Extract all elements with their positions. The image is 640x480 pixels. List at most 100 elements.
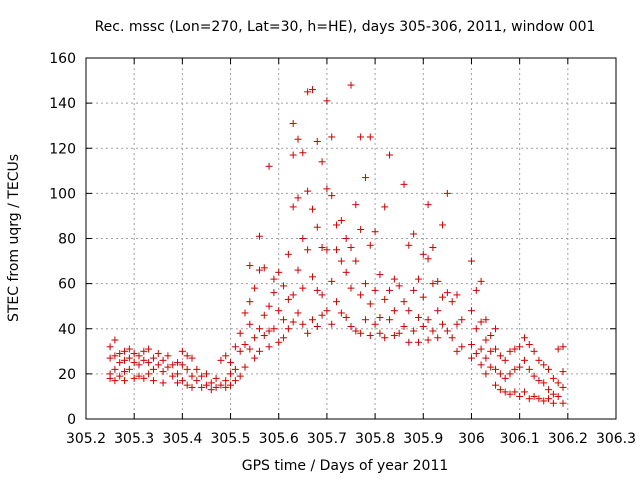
data-point bbox=[472, 325, 480, 333]
data-point bbox=[178, 347, 186, 355]
data-point bbox=[265, 343, 273, 351]
data-point bbox=[246, 298, 254, 306]
data-point bbox=[400, 298, 408, 306]
data-point bbox=[313, 286, 321, 294]
data-point bbox=[260, 311, 268, 319]
data-point bbox=[304, 88, 312, 96]
data-point bbox=[429, 280, 437, 288]
data-point bbox=[419, 250, 427, 258]
data-point bbox=[207, 379, 215, 387]
data-point bbox=[323, 97, 331, 105]
data-point bbox=[424, 316, 432, 324]
data-point bbox=[516, 363, 524, 371]
data-point bbox=[130, 359, 138, 367]
data-point bbox=[323, 307, 331, 315]
data-point bbox=[251, 284, 259, 292]
data-point bbox=[342, 268, 350, 276]
data-point bbox=[371, 286, 379, 294]
data-point bbox=[506, 390, 514, 398]
data-point bbox=[202, 381, 210, 389]
data-point bbox=[352, 257, 360, 265]
data-point bbox=[492, 325, 500, 333]
data-point bbox=[255, 232, 263, 240]
data-point bbox=[540, 361, 548, 369]
y-tick-label: 140 bbox=[49, 96, 76, 112]
data-point bbox=[289, 318, 297, 326]
data-point bbox=[410, 230, 418, 238]
data-point bbox=[280, 316, 288, 324]
data-point bbox=[294, 309, 302, 317]
data-point bbox=[361, 174, 369, 182]
data-point bbox=[217, 381, 225, 389]
data-point bbox=[308, 273, 316, 281]
data-point bbox=[275, 307, 283, 315]
data-point bbox=[106, 354, 114, 362]
data-point bbox=[308, 205, 316, 213]
data-point bbox=[554, 345, 562, 353]
data-point bbox=[275, 268, 283, 276]
data-point bbox=[458, 316, 466, 324]
data-point bbox=[424, 336, 432, 344]
data-point bbox=[255, 347, 263, 355]
data-point bbox=[472, 350, 480, 358]
data-point bbox=[236, 372, 244, 380]
data-point bbox=[183, 365, 191, 373]
data-point bbox=[304, 187, 312, 195]
data-point bbox=[366, 332, 374, 340]
data-point bbox=[545, 395, 553, 403]
axis-ticks: 305.2 305.3 305.4 305.5 305.6 305.7 305.8 305.9… bbox=[49, 51, 636, 447]
data-point bbox=[506, 347, 514, 355]
data-point bbox=[121, 347, 129, 355]
data-point bbox=[227, 381, 235, 389]
data-point bbox=[376, 329, 384, 337]
data-point bbox=[439, 320, 447, 328]
data-point bbox=[116, 350, 124, 358]
data-point bbox=[313, 322, 321, 330]
y-axis-label: STEC from uqrg / TECUs bbox=[6, 154, 22, 322]
data-point bbox=[289, 151, 297, 159]
data-point bbox=[284, 325, 292, 333]
data-point bbox=[501, 374, 509, 382]
data-point bbox=[520, 388, 528, 396]
data-point bbox=[111, 336, 119, 344]
data-point bbox=[130, 374, 138, 382]
data-point bbox=[318, 244, 326, 252]
data-point bbox=[390, 307, 398, 315]
data-point bbox=[376, 313, 384, 321]
data-point bbox=[289, 119, 297, 127]
data-point bbox=[227, 370, 235, 378]
data-point bbox=[183, 381, 191, 389]
data-point bbox=[188, 383, 196, 391]
data-point bbox=[255, 325, 263, 333]
data-point bbox=[178, 377, 186, 385]
data-point bbox=[439, 293, 447, 301]
data-point bbox=[414, 275, 422, 283]
x-tick-label: 306.3 bbox=[596, 431, 636, 447]
data-point bbox=[270, 325, 278, 333]
data-point bbox=[125, 354, 133, 362]
data-point bbox=[299, 284, 307, 292]
data-point bbox=[231, 343, 239, 351]
data-point bbox=[434, 307, 442, 315]
x-tick-label: 305.3 bbox=[114, 431, 154, 447]
data-point bbox=[443, 189, 451, 197]
data-point bbox=[347, 284, 355, 292]
data-point bbox=[149, 354, 157, 362]
x-tick-label: 306.2 bbox=[548, 431, 588, 447]
data-point bbox=[328, 320, 336, 328]
data-point bbox=[511, 345, 519, 353]
data-point bbox=[202, 370, 210, 378]
data-point bbox=[149, 365, 157, 373]
data-point bbox=[434, 277, 442, 285]
data-point bbox=[246, 262, 254, 270]
data-point bbox=[313, 137, 321, 145]
data-point bbox=[540, 379, 548, 387]
data-point bbox=[482, 316, 490, 324]
data-point bbox=[443, 289, 451, 297]
data-point bbox=[545, 386, 553, 394]
data-markers bbox=[106, 81, 567, 407]
data-point bbox=[525, 341, 533, 349]
data-point bbox=[381, 203, 389, 211]
data-point bbox=[275, 338, 283, 346]
data-point bbox=[174, 379, 182, 387]
